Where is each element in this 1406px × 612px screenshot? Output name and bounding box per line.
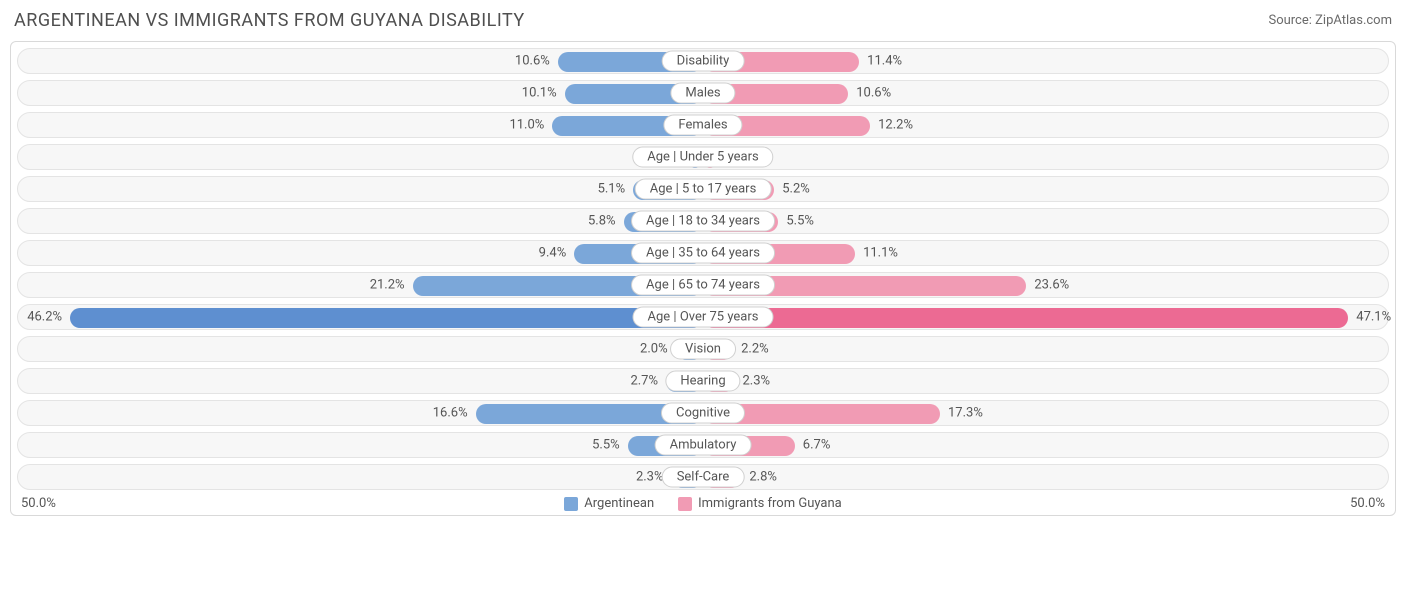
value-label-right: 10.6% [856,86,891,101]
value-label-right: 12.2% [878,118,913,133]
category-label: Self-Care [662,467,745,488]
chart-row: 9.4% 11.1% Age | 35 to 64 years [17,240,1389,266]
category-label: Age | 5 to 17 years [635,179,772,200]
value-label-right: 2.3% [743,374,771,389]
category-label: Age | 65 to 74 years [631,275,775,296]
chart-title: ARGENTINEAN VS IMMIGRANTS FROM GUYANA DI… [14,10,525,31]
category-label: Hearing [665,371,740,392]
category-label: Ambulatory [655,435,752,456]
value-label-right: 11.1% [863,246,898,261]
value-label-left: 10.6% [515,54,550,69]
chart-row: 10.6% 11.4% Disability [17,48,1389,74]
chart-row: 10.1% 10.6% Males [17,80,1389,106]
legend-item-right: Immigrants from Guyana [678,496,842,511]
chart-row: 21.2% 23.6% Age | 65 to 74 years [17,272,1389,298]
value-label-left: 5.1% [598,182,626,197]
chart-frame: 10.6% 11.4% Disability 10.1% 10.6% Males 11.0%… [10,41,1396,516]
value-label-left: 9.4% [539,246,567,261]
legend-swatch-left [564,497,578,511]
chart-row: 16.6% 17.3% Cognitive [17,400,1389,426]
category-label: Cognitive [661,403,745,424]
chart-row: 5.1% 5.2% Age | 5 to 17 years [17,176,1389,202]
chart-row: 46.2% 47.1% Age | Over 75 years [17,304,1389,330]
chart-row: 5.8% 5.5% Age | 18 to 34 years [17,208,1389,234]
value-label-right: 5.2% [782,182,810,197]
value-label-right: 5.5% [786,214,814,229]
legend-label-right: Immigrants from Guyana [698,496,842,511]
value-label-left: 5.8% [588,214,616,229]
value-label-right: 23.6% [1034,278,1069,293]
bar-right [703,308,1348,328]
chart-rows-container: 10.6% 11.4% Disability 10.1% 10.6% Males 11.0%… [17,48,1389,490]
legend-item-left: Argentinean [564,496,654,511]
value-label-right: 6.7% [803,438,831,453]
value-label-right: 11.4% [867,54,902,69]
value-label-right: 17.3% [948,406,983,421]
category-label: Disability [662,51,745,72]
legend-label-left: Argentinean [584,496,654,511]
category-label: Age | Over 75 years [633,307,774,328]
value-label-left: 21.2% [370,278,405,293]
value-label-left: 2.3% [636,470,664,485]
value-label-left: 5.5% [592,438,620,453]
value-label-left: 16.6% [433,406,468,421]
category-label: Vision [670,339,736,360]
chart-row: 5.5% 6.7% Ambulatory [17,432,1389,458]
bar-left [70,308,703,328]
value-label-left: 2.0% [640,342,668,357]
source-attribution: Source: ZipAtlas.com [1268,13,1392,28]
category-label: Females [663,115,742,136]
chart-row: 11.0% 12.2% Females [17,112,1389,138]
legend-swatch-right [678,497,692,511]
chart-row: 2.0% 2.2% Vision [17,336,1389,362]
value-label-right: 2.8% [749,470,777,485]
chart-row: 2.7% 2.3%Hearing [17,368,1389,394]
legend: Argentinean Immigrants from Guyana [564,496,842,511]
chart-row: 2.3% 2.8% Self-Care [17,464,1389,490]
value-label-left: 10.1% [522,86,557,101]
axis-max-left: 50.0% [21,496,56,511]
category-label: Age | Under 5 years [632,147,773,168]
value-label-right: 47.1% [1356,310,1391,325]
category-label: Males [670,83,735,104]
chart-row: 1.2%1.0%Age | Under 5 years [17,144,1389,170]
value-label-left: 46.2% [27,310,62,325]
value-label-right: 2.2% [741,342,769,357]
value-label-left: 11.0% [509,118,544,133]
category-label: Age | 18 to 34 years [631,211,775,232]
category-label: Age | 35 to 64 years [631,243,775,264]
axis-max-right: 50.0% [1350,496,1385,511]
value-label-left: 2.7% [630,374,658,389]
